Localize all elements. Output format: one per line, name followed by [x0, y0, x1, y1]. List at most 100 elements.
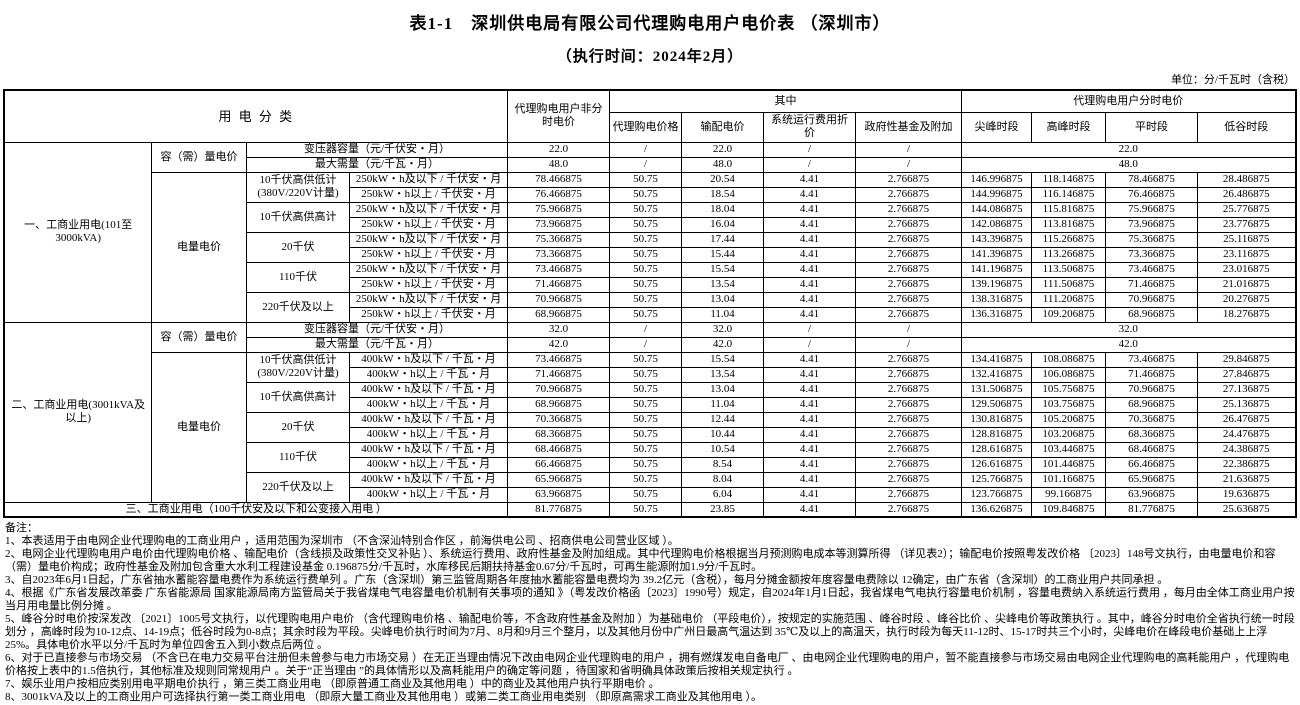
table-cell: 2.766875 — [855, 231, 962, 248]
table-cell: 4.41 — [763, 246, 856, 263]
table-cell: 42.0 — [681, 336, 764, 353]
table-cell: 250kW・h以上 / 千伏安・月 — [348, 216, 509, 233]
table-cell: 4.41 — [763, 231, 856, 248]
table-cell: 4.41 — [763, 216, 856, 233]
table-cell: 4.41 — [763, 381, 856, 398]
table-cell: 143.396875 — [961, 231, 1032, 248]
table-cell: 10千伏高供高计 — [245, 381, 350, 413]
header-cell: 政府性基金及附加 — [855, 111, 962, 143]
table-cell: 71.466875 — [507, 366, 610, 383]
table-cell: 2.766875 — [855, 291, 962, 308]
table-cell: 50.75 — [609, 381, 682, 398]
table-cell: 4.41 — [763, 186, 856, 203]
table-cell: 4.41 — [763, 171, 856, 188]
table-cell: 4.41 — [763, 456, 856, 473]
table-cell: 125.766875 — [961, 471, 1032, 488]
table-cell: 4.41 — [763, 261, 856, 278]
table-cell: 109.846875 — [1031, 501, 1106, 518]
table-cell: 70.966875 — [507, 291, 610, 308]
table-cell: 电量电价 — [150, 171, 247, 323]
table-cell: 103.756875 — [1031, 396, 1106, 413]
header-cell: 高峰时段 — [1031, 111, 1106, 143]
table-cell: 容（需）量电价 — [150, 141, 247, 173]
table-cell: 70.966875 — [507, 381, 610, 398]
table-cell: 4.41 — [763, 471, 856, 488]
table-cell: 78.466875 — [507, 171, 610, 188]
table-cell: 15.54 — [681, 261, 764, 278]
table-cell: 2.766875 — [855, 366, 962, 383]
table-cell: 13.04 — [681, 381, 764, 398]
table-cell: 23.85 — [681, 501, 764, 518]
table-cell: 4.41 — [763, 201, 856, 218]
table-row: 250kW・h以上 / 千伏安・月 76.466875 50.75 18.54 4.41… — [4, 186, 1296, 203]
table-cell: 400kW・h以上 / 千瓦・月 — [348, 396, 509, 413]
table-cell: 50.75 — [609, 501, 682, 518]
table-cell: 73.966875 — [507, 216, 610, 233]
table-cell: 108.086875 — [1031, 351, 1106, 368]
table-cell: / — [855, 141, 962, 158]
header-cell: 代理购电用户分时电价 — [961, 89, 1296, 113]
table-cell: 63.966875 — [1105, 486, 1198, 503]
table-cell: 400kW・h以上 / 千瓦・月 — [348, 366, 509, 383]
note-item: 8、3001kVA及以上的工商业用户可选择执行第一类工商业用电 （即原大量工商业… — [5, 691, 762, 703]
table-cell: 73.466875 — [507, 261, 610, 278]
table-cell: 23.016875 — [1197, 261, 1296, 278]
table-cell: 2.766875 — [855, 276, 962, 293]
table-cell: 24.476875 — [1197, 426, 1296, 443]
table-cell: 10千伏高供高计 — [245, 201, 350, 233]
table-cell: 113.816875 — [1031, 216, 1106, 233]
table-cell: 65.966875 — [1105, 471, 1198, 488]
table-cell: 68.466875 — [1105, 441, 1198, 458]
table-cell: / — [609, 141, 682, 158]
header-row: 代理购电价格 输配电价 系统运行费用折价 政府性基金及附加 尖峰时段 高峰时段 平时段 低谷时… — [4, 111, 1296, 143]
table-cell: 65.966875 — [507, 471, 610, 488]
table-cell: 50.75 — [609, 186, 682, 203]
table-cell: 17.44 — [681, 231, 764, 248]
table-cell: 50.75 — [609, 231, 682, 248]
table-cell: 106.086875 — [1031, 366, 1106, 383]
table-cell: 4.41 — [763, 276, 856, 293]
table-cell: 73.366875 — [507, 246, 610, 263]
table-cell: 111.506875 — [1031, 276, 1106, 293]
note-item: 4、根据《广东省发展改革委 广东省能源局 国家能源局南方监管局关于我省煤电气电容… — [5, 587, 1295, 612]
table-cell: 129.506875 — [961, 396, 1032, 413]
table-cell: 26.476875 — [1197, 411, 1296, 428]
table-cell: / — [855, 336, 962, 353]
table-cell: 81.776875 — [507, 501, 610, 518]
table-cell: 144.996875 — [961, 186, 1032, 203]
table-cell: 23.776875 — [1197, 216, 1296, 233]
table-cell: 2.766875 — [855, 381, 962, 398]
table-cell: 二、工商业用电(3001kVA及以上) — [3, 321, 152, 503]
table-cell: / — [763, 336, 856, 353]
table-cell: 68.966875 — [1105, 396, 1198, 413]
table-cell: 250kW・h以上 / 千伏安・月 — [348, 246, 509, 263]
table-cell: 50.75 — [609, 276, 682, 293]
table-cell: 130.816875 — [961, 411, 1032, 428]
table-cell: 最大需量（元/千瓦・月） — [245, 336, 509, 353]
table-cell: 27.136875 — [1197, 381, 1296, 398]
table-row: 220千伏及以上 400kW・h及以下 / 千瓦・月 65.966875 50.75 8… — [4, 471, 1296, 503]
table-cell: 110千伏 — [245, 441, 350, 473]
table-cell: 48.0 — [961, 156, 1296, 173]
table-cell: 48.0 — [681, 156, 764, 173]
table-cell: / — [763, 156, 856, 173]
table-cell: 4.41 — [763, 366, 856, 383]
table-cell: 13.54 — [681, 366, 764, 383]
table-cell: 15.44 — [681, 246, 764, 263]
table-cell: 146.996875 — [961, 171, 1032, 188]
table-cell: 50.75 — [609, 351, 682, 368]
table-cell: 110千伏 — [245, 261, 350, 293]
table-cell: 11.04 — [681, 306, 764, 323]
table-row: 250kW・h以上 / 千伏安・月 73.966875 50.75 16.04 4.41… — [4, 216, 1296, 233]
table-cell: 123.766875 — [961, 486, 1032, 503]
table-cell: 电量电价 — [150, 351, 247, 503]
table-cell: 73.966875 — [1105, 216, 1198, 233]
table-cell: 111.206875 — [1031, 291, 1106, 308]
table-cell: 400kW・h以上 / 千瓦・月 — [348, 486, 509, 503]
table-cell: 4.41 — [763, 501, 856, 518]
table-cell: / — [855, 156, 962, 173]
table-cell: 10千伏高供低计(380V/220V计量) — [245, 351, 350, 383]
table-cell: 22.0 — [961, 141, 1296, 158]
table-cell: 68.966875 — [507, 396, 610, 413]
table-cell: 134.416875 — [961, 351, 1032, 368]
